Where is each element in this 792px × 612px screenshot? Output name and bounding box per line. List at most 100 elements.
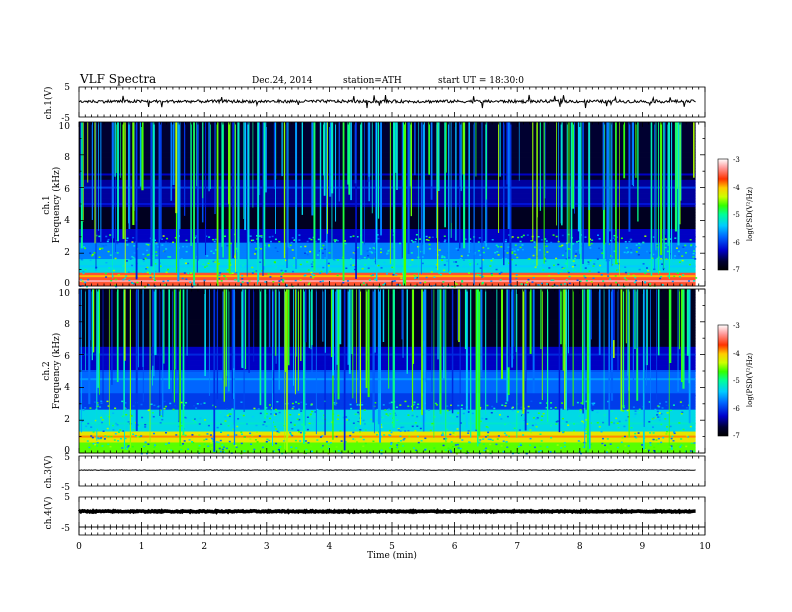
spectrogram-speckle	[478, 452, 481, 455]
spectrogram-speckle	[370, 274, 373, 277]
sferic-streak	[241, 289, 244, 369]
spectrogram-line	[79, 280, 696, 283]
spectrogram-speckle	[314, 411, 317, 413]
spectrogram-speckle	[237, 418, 240, 420]
spectrogram-speckle	[507, 246, 510, 248]
sferic-streak	[406, 289, 409, 374]
spectrogram-speckle	[672, 404, 675, 406]
sferic-streak	[444, 122, 446, 228]
sferic-streak	[352, 289, 354, 399]
spectrogram-speckle	[180, 401, 183, 404]
sferic-streak	[588, 122, 591, 211]
spectrogram-speckle	[499, 279, 502, 281]
spectrogram-speckle	[584, 428, 587, 430]
spectrogram-band	[79, 319, 696, 323]
spectrogram-speckle	[162, 280, 165, 283]
spectrogram-speckle	[361, 404, 364, 406]
spectrogram-speckle	[508, 283, 511, 286]
spectrogram-speckle	[546, 446, 549, 448]
spectrogram-speckle	[459, 257, 462, 260]
spectrogram-band	[79, 417, 696, 421]
spectrogram-speckle	[548, 275, 551, 277]
spectrogram-speckle	[469, 264, 472, 267]
spectrogram-speckle	[413, 274, 416, 277]
spectrogram-speckle	[301, 424, 304, 426]
spectrogram-speckle	[212, 440, 215, 443]
sferic-streak	[499, 122, 501, 177]
spectrogram-speckle	[117, 425, 120, 428]
spectrogram-speckle	[183, 416, 186, 419]
spectrogram-speckle	[583, 269, 586, 272]
spectrogram-speckle	[116, 252, 119, 254]
spectrogram-speckle	[462, 259, 465, 261]
sferic-streak	[281, 122, 283, 177]
spectrogram-speckle	[246, 282, 249, 284]
sferic-streak	[676, 122, 678, 189]
spectrogram-speckle	[402, 426, 405, 428]
spectrogram-speckle	[678, 422, 681, 424]
spectrogram-speckle	[136, 436, 139, 438]
spectrogram-speckle	[654, 408, 657, 411]
sferic-streak	[179, 289, 181, 447]
spectrogram-speckle	[132, 423, 135, 425]
spectrogram-speckle	[417, 441, 420, 444]
spectrogram-speckle	[274, 425, 277, 428]
spectrogram-speckle	[486, 434, 489, 437]
spectrogram-speckle	[256, 441, 259, 443]
spectrogram-speckle	[210, 250, 213, 253]
spectrogram-speckle	[152, 277, 155, 280]
spectrogram-speckle	[692, 256, 695, 258]
sferic-streak	[681, 289, 683, 383]
sferic-streak	[423, 289, 425, 341]
spectrogram-speckle	[146, 249, 149, 252]
spectrogram-speckle	[575, 264, 578, 267]
spectrogram-speckle	[505, 402, 508, 404]
spectrogram-speckle	[333, 239, 336, 241]
spectrogram-speckle	[555, 235, 558, 238]
spectrogram-speckle	[633, 418, 636, 421]
spectrogram-speckle	[327, 452, 330, 455]
spectrogram-speckle	[82, 246, 85, 248]
spectrogram-speckle	[630, 248, 633, 251]
spectrogram-speckle	[388, 249, 391, 251]
spectrogram-speckle	[624, 266, 627, 268]
sferic-streak	[658, 122, 660, 275]
spectrogram-speckle	[573, 429, 576, 432]
spectrogram-speckle	[624, 240, 627, 243]
spec1-ytick-label: 0	[64, 279, 70, 289]
spectrogram-speckle	[147, 284, 150, 286]
spectrogram-speckle	[126, 448, 129, 450]
spectrogram-speckle	[255, 431, 258, 433]
sferic-streak	[627, 289, 628, 376]
spectrogram-speckle	[349, 236, 352, 238]
xtick-label: 10	[699, 542, 711, 552]
spectrogram-speckle	[517, 236, 520, 239]
spectrogram-band	[79, 242, 696, 246]
sferic-streak	[674, 122, 678, 232]
sferic-streak	[114, 122, 116, 177]
spectrogram-speckle	[124, 445, 127, 448]
spectrogram-speckle	[441, 434, 444, 436]
spectrogram-speckle	[511, 409, 514, 412]
sferic-streak	[679, 122, 681, 225]
spectrogram-speckle	[155, 254, 158, 257]
spectrogram-speckle	[354, 439, 357, 441]
spectrogram-speckle	[610, 410, 613, 412]
spectrogram-speckle	[486, 254, 489, 257]
spectrogram-speckle	[345, 416, 348, 418]
spectrogram-speckle	[402, 439, 405, 441]
sferic-streak	[196, 122, 198, 273]
spectrogram-speckle	[521, 415, 524, 417]
spectrogram-speckle	[635, 279, 638, 282]
spectrogram-speckle	[185, 402, 188, 404]
spectrogram-speckle	[217, 263, 220, 265]
spectrogram-speckle	[564, 421, 567, 423]
spectrogram-speckle	[561, 402, 564, 404]
sferic-streak	[561, 122, 563, 226]
sferic-streak	[536, 122, 538, 266]
spectrogram-band	[79, 401, 696, 405]
spectrogram-speckle	[585, 432, 588, 435]
spectrogram-speckle	[293, 424, 296, 426]
sferic-streak	[437, 122, 440, 192]
spectrogram-speckle	[616, 417, 619, 419]
